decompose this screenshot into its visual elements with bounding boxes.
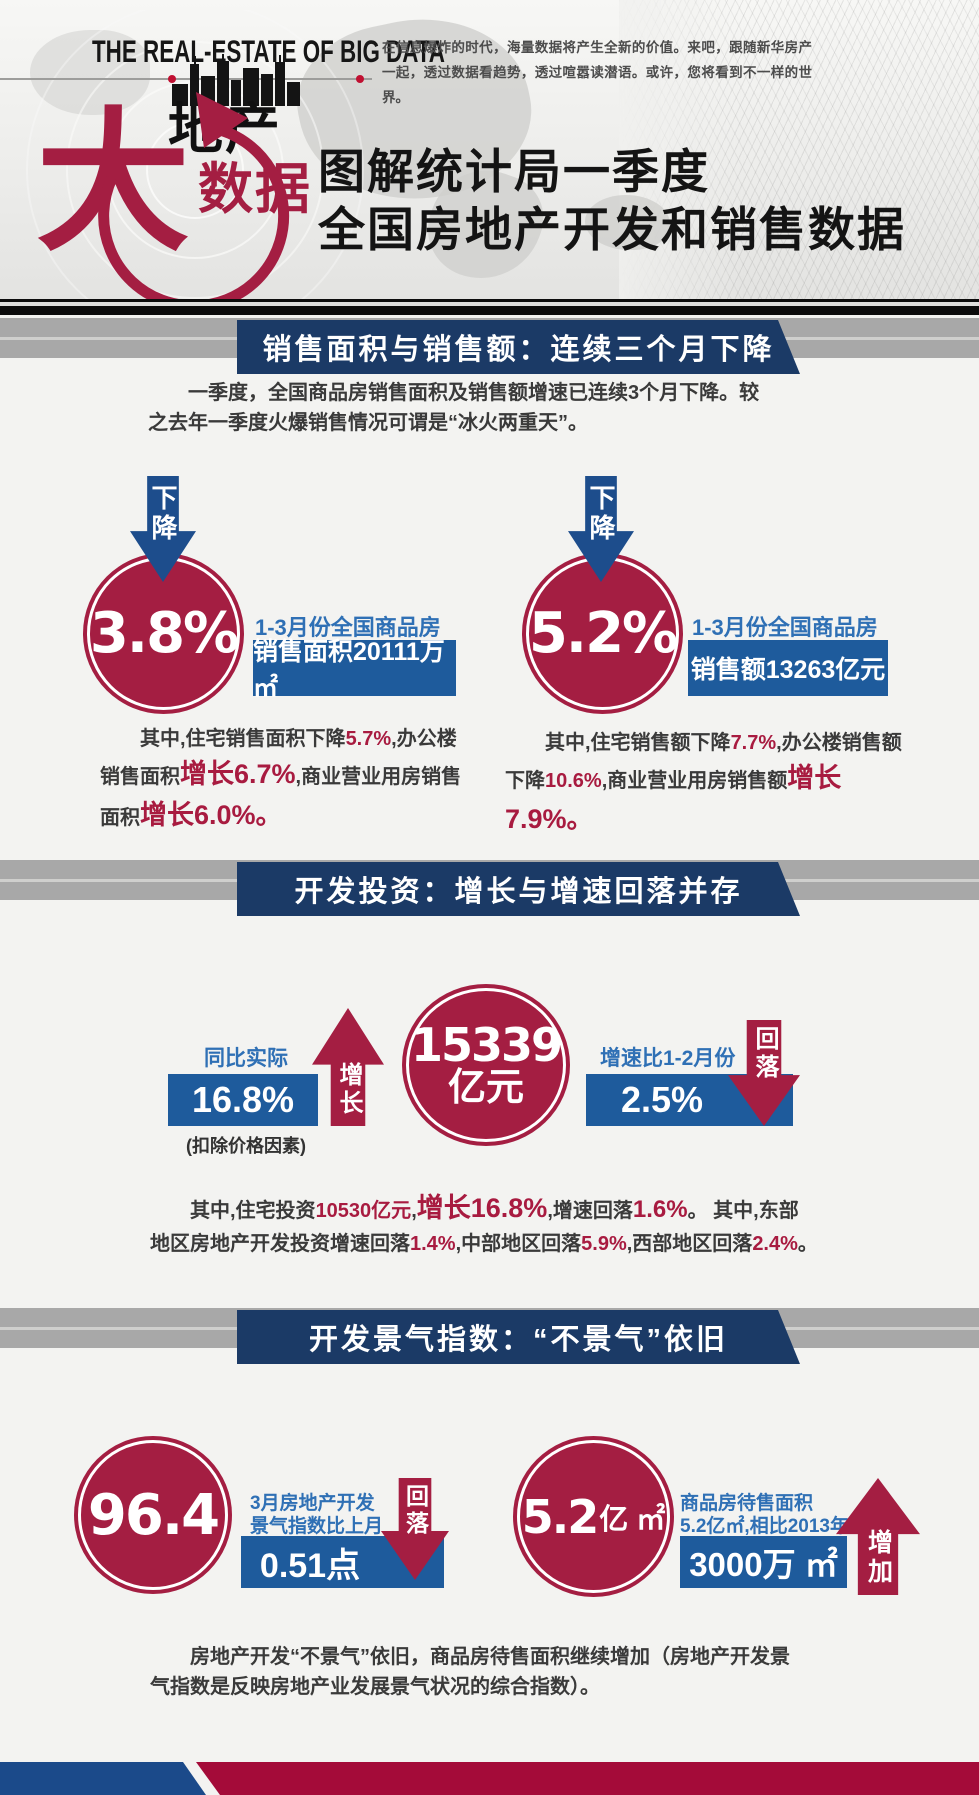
note-segment: ,西部地区回落: [626, 1232, 753, 1255]
stat-value: 5.2: [521, 1489, 599, 1544]
note-segment: ,: [411, 1200, 417, 1222]
section1-left-note: 其中,住宅销售面积下降5.7%,办公楼销售面积增长6.7%,商业营业用房销售面积…: [100, 724, 470, 835]
note-segment: ,增速回落: [547, 1200, 633, 1222]
stat-caption: 3月房地产开发: [250, 1493, 375, 1514]
note-segment: 其中,住宅销售额下降: [545, 732, 731, 754]
footer-blue-bar: [0, 1762, 206, 1795]
note-segment: 1.4%: [410, 1232, 456, 1255]
section3-note: 房地产开发“不景气”依旧，商品房待售面积继续增加（房地产开发景气指数是反映房地产…: [150, 1646, 790, 1698]
stat-value: 3.8%: [89, 601, 239, 666]
stat-value-box: 销售面积20111万 ㎡: [253, 638, 456, 702]
up-arrow: 增长: [312, 1008, 384, 1126]
note-segment: 其中,住宅销售面积下降: [140, 728, 346, 750]
stat-caption: 商品房待售面积: [680, 1493, 814, 1514]
growth-value-box: 16.8%: [168, 1074, 318, 1126]
note-segment: 10530亿元: [315, 1200, 412, 1222]
note-segment: ,中部地区回落: [455, 1232, 582, 1255]
stat-value-box: 销售额13263亿元: [688, 640, 888, 696]
masthead-tagline: 在信息爆炸的时代，海量数据将产生全新的价值。来吧，跟随新华房产一起，透过数据看趋…: [382, 40, 812, 105]
english-masthead: THE REAL-ESTATE OF BIG DATA: [92, 34, 445, 69]
note-segment: 增长7.9%。: [505, 763, 842, 834]
section3-banner: 开发景气指数：“不景气”依旧: [237, 1310, 800, 1364]
note-segment: 5.9%: [581, 1232, 627, 1255]
note-segment: 其中,住宅投资: [190, 1200, 316, 1222]
note-segment: 2.4%: [752, 1232, 798, 1255]
world-map-decoration: [585, 195, 670, 250]
note-segment: ,商业营业用房销售额: [601, 770, 788, 792]
down-arrow-label: 下降: [586, 484, 616, 544]
city-skyline-icon: [172, 54, 300, 106]
stat-caption: 5.2亿㎡,相比2013年: [680, 1516, 849, 1537]
stat-caption: 景气指数比上月: [250, 1516, 384, 1537]
down-arrow-label: 下降: [148, 484, 178, 544]
stat-caption: 1-3月份全国商品房: [692, 615, 878, 640]
down-arrow-label: 回落: [402, 1484, 429, 1538]
divider-gap: [0, 302, 979, 306]
note-segment: ,办公楼销售额下降: [505, 732, 902, 792]
red-dot-icon: [168, 75, 176, 83]
footer-red-bar: [196, 1762, 979, 1795]
stat-caption: 1-3月份全国商品房: [255, 615, 441, 640]
climate-index-circle: 96.4: [74, 1436, 232, 1594]
up-arrow-label: 增加: [864, 1529, 893, 1587]
divider-line: [0, 306, 979, 315]
note-segment: 增长6.0%。: [140, 799, 283, 830]
section2-banner: 开发投资：增长与增速回落并存: [237, 862, 800, 916]
total-investment-circle: 15339 亿元: [402, 984, 570, 1146]
stat-circle-sales-amount: 5.2%: [522, 553, 683, 714]
note-segment: ,商业营业用房销售面积: [100, 766, 462, 829]
circular-arrow-icon: [98, 92, 290, 300]
main-title-line-2: 全国房地产开发和销售数据: [318, 203, 906, 256]
note-segment: 1.6%: [632, 1196, 688, 1223]
slowdown-label: 增速比1-2月份: [600, 1047, 736, 1070]
growth-label: 同比实际: [204, 1047, 288, 1070]
section2-note: 其中,住宅投资10530亿元,增长16.8%,增速回落1.6%。 其中,东部地区…: [150, 1188, 818, 1259]
note-segment: 7.7%: [730, 732, 777, 754]
header: THE REAL-ESTATE OF BIG DATA 在信息爆炸的时代，海量数…: [0, 0, 979, 300]
unsold-area-circle: 5.2 亿 ㎡: [513, 1436, 674, 1597]
note-segment: 。 其中,东部地区房地产开发投资增速回落: [150, 1200, 799, 1255]
main-title-line-1: 图解统计局一季度: [318, 145, 710, 198]
note-segment: 5.7%: [345, 728, 392, 750]
world-map-decoration: [30, 30, 150, 115]
note-segment: ,办公楼销售面积: [100, 728, 457, 788]
red-dot-icon: [356, 75, 364, 83]
up-arrow-label: 增长: [335, 1062, 362, 1118]
logo-word-shuju: 数据: [198, 158, 313, 220]
total-value: 15339: [410, 1017, 563, 1072]
note-segment: 增长6.7%: [180, 759, 296, 789]
section1-intro: 一季度，全国商品房销售面积及销售额增速已连续3个月下降。较之去年一季度火爆销售情…: [148, 382, 760, 434]
stat-value-box: 3000万 ㎡: [680, 1536, 847, 1588]
note-segment: 10.6%: [545, 770, 602, 792]
stat-unit: 亿 ㎡: [599, 1503, 666, 1536]
note-segment: 增长16.8%: [416, 1193, 548, 1223]
divider-line: [0, 299, 979, 302]
down-arrow-label: 回落: [751, 1026, 778, 1082]
stat-value: 96.4: [87, 1482, 220, 1548]
note-segment: 。: [797, 1232, 818, 1255]
masthead-underline: [0, 78, 372, 80]
section1-right-note: 其中,住宅销售额下降7.7%,办公楼销售额下降10.6%,商业营业用房销售额增长…: [505, 728, 911, 839]
section1-banner: 销售面积与销售额：连续三个月下降: [237, 320, 800, 374]
growth-footnote: (扣除价格因素): [186, 1136, 306, 1156]
string-art-texture: [619, 0, 979, 300]
stat-value: 5.2%: [528, 601, 678, 666]
total-unit: 亿元: [447, 1067, 524, 1110]
